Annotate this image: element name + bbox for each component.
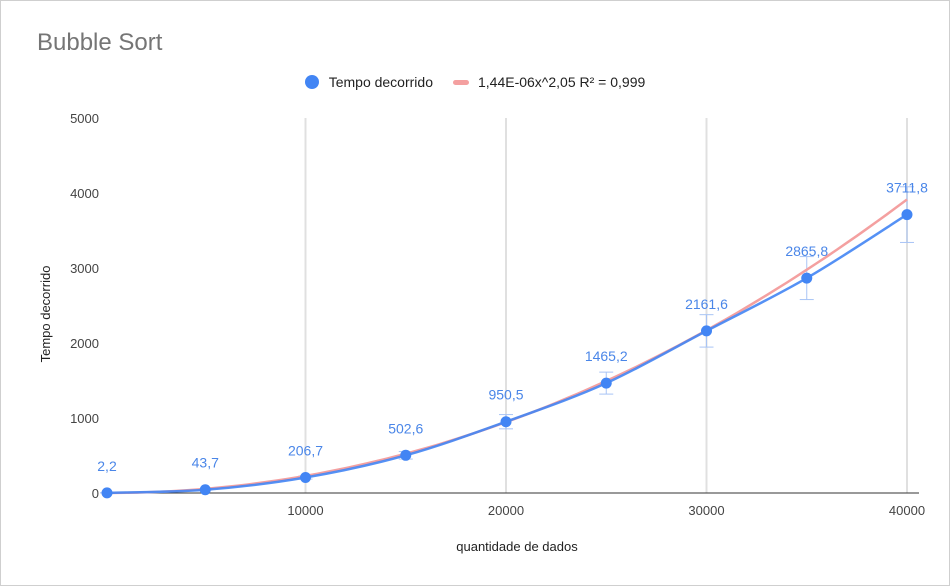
y-tick-label: 5000 bbox=[70, 111, 99, 126]
x-tick-label: 30000 bbox=[688, 503, 724, 518]
y-tick-label: 2000 bbox=[70, 336, 99, 351]
data-label: 2161,6 bbox=[685, 296, 728, 312]
y-tick-label: 3000 bbox=[70, 261, 99, 276]
data-label: 2,2 bbox=[97, 458, 117, 474]
error-bars bbox=[100, 187, 914, 493]
data-label: 206,7 bbox=[288, 442, 323, 458]
data-point bbox=[902, 209, 913, 220]
x-tick-label: 40000 bbox=[889, 503, 925, 518]
data-label: 2865,8 bbox=[785, 243, 828, 259]
data-point bbox=[400, 450, 411, 461]
y-axis-title: Tempo decorrido bbox=[38, 266, 53, 363]
data-label: 3711,8 bbox=[886, 180, 928, 196]
data-point bbox=[601, 378, 612, 389]
data-label: 950,5 bbox=[488, 387, 523, 403]
gridlines bbox=[117, 118, 919, 493]
data-point bbox=[200, 484, 211, 495]
data-labels: 2,2 43,7 206,7 502,6 950,5 1465,2 2161,6 2865,8… bbox=[97, 180, 928, 474]
y-tick-label: 0 bbox=[92, 486, 99, 501]
x-axis-ticks: 10000 20000 30000 40000 bbox=[287, 503, 925, 518]
data-label: 1465,2 bbox=[585, 348, 628, 364]
x-tick-label: 10000 bbox=[287, 503, 323, 518]
data-point bbox=[801, 273, 812, 284]
data-point bbox=[701, 325, 712, 336]
data-point bbox=[300, 472, 311, 483]
y-tick-label: 1000 bbox=[70, 411, 99, 426]
data-point bbox=[501, 416, 512, 427]
y-tick-label: 4000 bbox=[70, 186, 99, 201]
y-axis-ticks: 0 1000 2000 3000 4000 5000 bbox=[70, 111, 99, 501]
x-tick-label: 20000 bbox=[488, 503, 524, 518]
data-point bbox=[102, 487, 113, 498]
x-axis-title: quantidade de dados bbox=[456, 539, 578, 554]
data-label: 502,6 bbox=[388, 420, 423, 436]
data-label: 43,7 bbox=[192, 455, 219, 471]
